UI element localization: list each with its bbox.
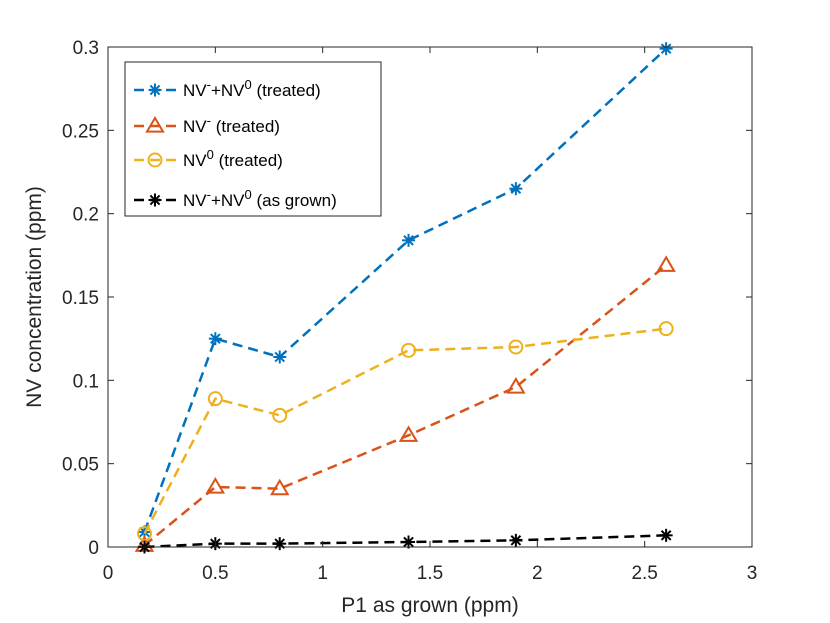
data-point	[272, 407, 288, 423]
x-tick-label: 0.5	[202, 563, 228, 584]
x-axis-label: P1 as grown (ppm)	[341, 594, 518, 617]
y-tick-label: 0	[88, 538, 99, 559]
legend-label: NV-+NV0 (as grown)	[183, 187, 337, 210]
series-line	[144, 534, 667, 549]
legend-box	[124, 61, 382, 217]
data-point	[506, 377, 526, 394]
y-tick-label: 0.05	[62, 455, 99, 476]
legend-marker	[145, 116, 165, 133]
axes: 0 0.5 1 1.5 2 2.5 3 0 0.05 0.1 0.15 0.2 0.25 0.3	[62, 38, 757, 584]
legend-marker	[148, 83, 162, 97]
x-tick-label: 0	[103, 563, 114, 584]
legend-marker	[148, 193, 162, 207]
data-point	[401, 342, 417, 358]
series-line	[143, 47, 667, 533]
data-point	[207, 391, 223, 407]
data-point	[508, 339, 524, 355]
x-tick-label: 1	[317, 563, 328, 584]
legend-label: NV-+NV0 (treated)	[183, 77, 321, 100]
legend-item: NV- (treated)	[134, 113, 280, 136]
x-tick-label: 2	[532, 563, 543, 584]
data-point	[656, 255, 676, 272]
series-line	[143, 327, 667, 535]
y-tick-label: 0.2	[73, 205, 99, 226]
data-point	[136, 526, 152, 542]
data-point	[659, 528, 673, 542]
data-point	[402, 535, 416, 549]
series-0	[137, 42, 673, 539]
y-tick-label: 0.1	[73, 371, 99, 392]
data-point	[398, 425, 419, 442]
legend-item: NV-+NV0 (as grown)	[134, 187, 337, 210]
legend-item: NV-+NV0 (treated)	[134, 77, 321, 100]
legend-item: NV0 (treated)	[134, 147, 283, 170]
data-point	[273, 537, 287, 551]
data-point	[509, 533, 523, 547]
y-tick-label: 0.3	[73, 38, 99, 59]
legend-label: NV- (treated)	[183, 113, 280, 136]
y-tick-label: 0.25	[62, 121, 99, 142]
data-point	[273, 350, 287, 364]
data-point	[509, 182, 523, 196]
data-point	[658, 321, 674, 337]
y-axis-label: NV concentration (ppm)	[23, 186, 46, 408]
legend: NV-+NV0 (treated) NV- (treated) NV0 (treat…	[124, 61, 382, 217]
data-point	[659, 42, 673, 56]
data-point	[269, 478, 290, 496]
data-point	[205, 477, 226, 494]
data-point	[208, 332, 222, 346]
legend-marker	[147, 152, 163, 168]
y-tick-label: 0.15	[62, 288, 99, 309]
x-tick-label: 1.5	[417, 563, 443, 584]
x-tick-label: 3	[747, 563, 758, 584]
legend-label: NV0 (treated)	[183, 147, 283, 170]
x-tick-label: 2.5	[631, 563, 657, 584]
series-3	[137, 528, 673, 554]
series-2	[136, 321, 674, 542]
series-line	[143, 264, 667, 547]
data-point	[402, 233, 416, 247]
plot-area	[134, 42, 676, 554]
series-1	[134, 255, 676, 552]
